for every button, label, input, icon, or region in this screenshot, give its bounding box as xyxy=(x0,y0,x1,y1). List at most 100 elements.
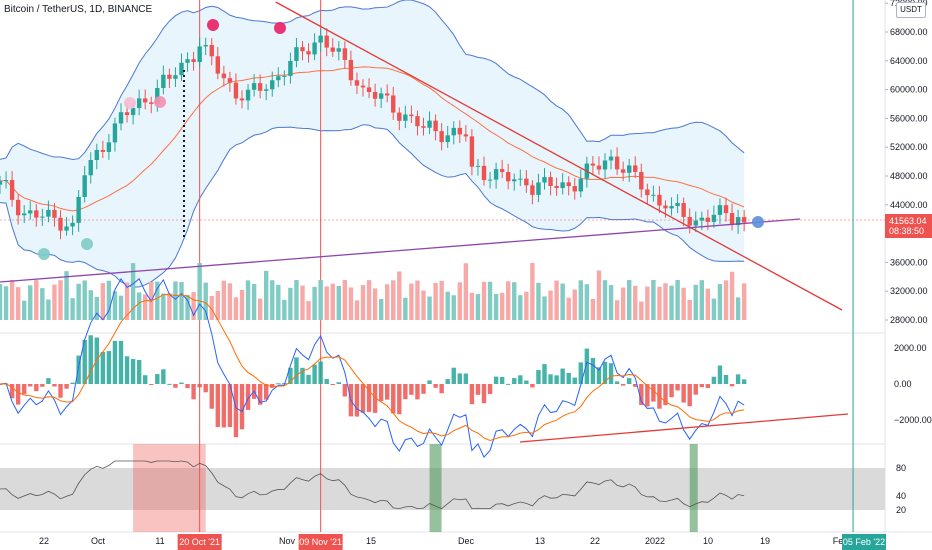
volume-bar xyxy=(76,283,81,320)
candle xyxy=(233,82,239,99)
macd-hist-bar xyxy=(88,335,93,384)
candle xyxy=(602,160,608,170)
macd-hist-bar xyxy=(566,372,571,384)
macd-hist-bar xyxy=(143,375,148,384)
volume-bar xyxy=(439,280,444,320)
macd-hist-bar xyxy=(717,365,723,384)
macd-hist-bar xyxy=(614,381,620,384)
candle xyxy=(590,163,596,166)
countdown-label: 08:38:50 xyxy=(889,226,924,236)
candle xyxy=(451,127,456,136)
macd-hist-bar xyxy=(112,340,118,384)
time-tick-label: Dec xyxy=(458,536,475,546)
rsi-band xyxy=(0,468,885,510)
volume-bar xyxy=(245,280,251,320)
price-tick-label: 44000.00 xyxy=(890,200,928,210)
volume-bar xyxy=(282,299,287,320)
rsi-oversold-zone xyxy=(429,444,442,532)
time-tick-label: 22 xyxy=(39,536,49,546)
candle xyxy=(548,177,553,187)
candle xyxy=(9,180,15,200)
time-marker-label: 20 Oct '21 xyxy=(179,537,220,547)
macd-hist-bar xyxy=(627,378,632,384)
macd-hist-bar xyxy=(433,384,438,388)
macd-hist-bar xyxy=(542,364,547,384)
macd-hist-bar xyxy=(179,382,184,384)
time-marker-tag xyxy=(177,534,222,550)
candle xyxy=(3,180,9,182)
candle xyxy=(433,120,438,132)
volume-bar xyxy=(723,280,729,320)
candle xyxy=(88,160,93,176)
volume-bar xyxy=(191,292,196,320)
candle xyxy=(409,114,414,117)
macd-tick-label: 2000.00 xyxy=(894,343,927,353)
macd-hist-bar xyxy=(741,379,747,384)
macd-hist-bar xyxy=(445,379,450,384)
macd-hist-bar xyxy=(451,367,456,384)
price-tick-label: 56000.00 xyxy=(890,113,928,123)
candle xyxy=(161,74,166,89)
macd-hist-bar xyxy=(439,384,444,394)
candle xyxy=(155,88,160,104)
macd-hist-bar xyxy=(385,384,390,400)
macd-hist-bar xyxy=(300,367,305,384)
candle xyxy=(22,213,27,216)
rsi-tick-label: 80 xyxy=(896,463,906,473)
volume-bar xyxy=(143,294,148,320)
macd-hist-bar xyxy=(602,361,608,384)
macd-hist-bar xyxy=(360,384,366,413)
macd-hist-bar xyxy=(342,384,348,397)
candle xyxy=(100,149,106,152)
candle xyxy=(427,120,432,128)
volume-bar xyxy=(52,284,57,320)
macd-hist-bar xyxy=(40,384,45,387)
last-price-label: 41563.04 xyxy=(889,216,927,226)
price-tick-label: 36000.00 xyxy=(890,257,928,267)
candle xyxy=(28,210,33,214)
volume-bar xyxy=(584,284,590,320)
macd-hist-bar xyxy=(524,380,529,384)
macd-hist-bar xyxy=(530,384,535,388)
macd-hist-bar xyxy=(711,376,717,384)
candle xyxy=(717,205,723,215)
volume-bar xyxy=(167,293,172,320)
volume-bar xyxy=(106,280,112,320)
candle xyxy=(257,83,263,91)
macd-hist-bar xyxy=(475,384,481,395)
volume-bar xyxy=(548,290,553,320)
rsi-line xyxy=(0,460,745,510)
time-tick-label: 19 xyxy=(760,536,770,546)
volume-bar xyxy=(118,295,124,320)
volume-bar xyxy=(433,282,438,320)
macd-hist-bar xyxy=(0,384,3,385)
macd-hist-bar xyxy=(106,351,112,384)
candle xyxy=(499,169,505,172)
volume-bar xyxy=(463,263,469,320)
candle xyxy=(506,171,511,182)
candle xyxy=(245,89,251,101)
volume-bar xyxy=(330,283,335,320)
candle xyxy=(675,203,680,207)
macd-hist-bar xyxy=(245,384,251,410)
volume-bar xyxy=(487,281,493,320)
candle xyxy=(493,169,499,180)
candle xyxy=(354,80,360,86)
candle xyxy=(554,186,559,189)
candle xyxy=(306,51,311,55)
volume-bar xyxy=(493,293,499,320)
volume-bar xyxy=(530,262,535,320)
volume-bar xyxy=(130,263,136,320)
candle xyxy=(124,112,130,116)
macd-hist-bar xyxy=(76,355,81,384)
macd-hist-bar xyxy=(687,384,692,407)
candle xyxy=(378,93,384,99)
currency-button[interactable]: USDT xyxy=(896,2,926,18)
volume-bar xyxy=(270,280,275,320)
signal-dot xyxy=(752,216,764,228)
macd-hist-bar xyxy=(548,374,553,384)
volume-bar xyxy=(294,280,299,320)
volume-bar xyxy=(9,280,15,320)
